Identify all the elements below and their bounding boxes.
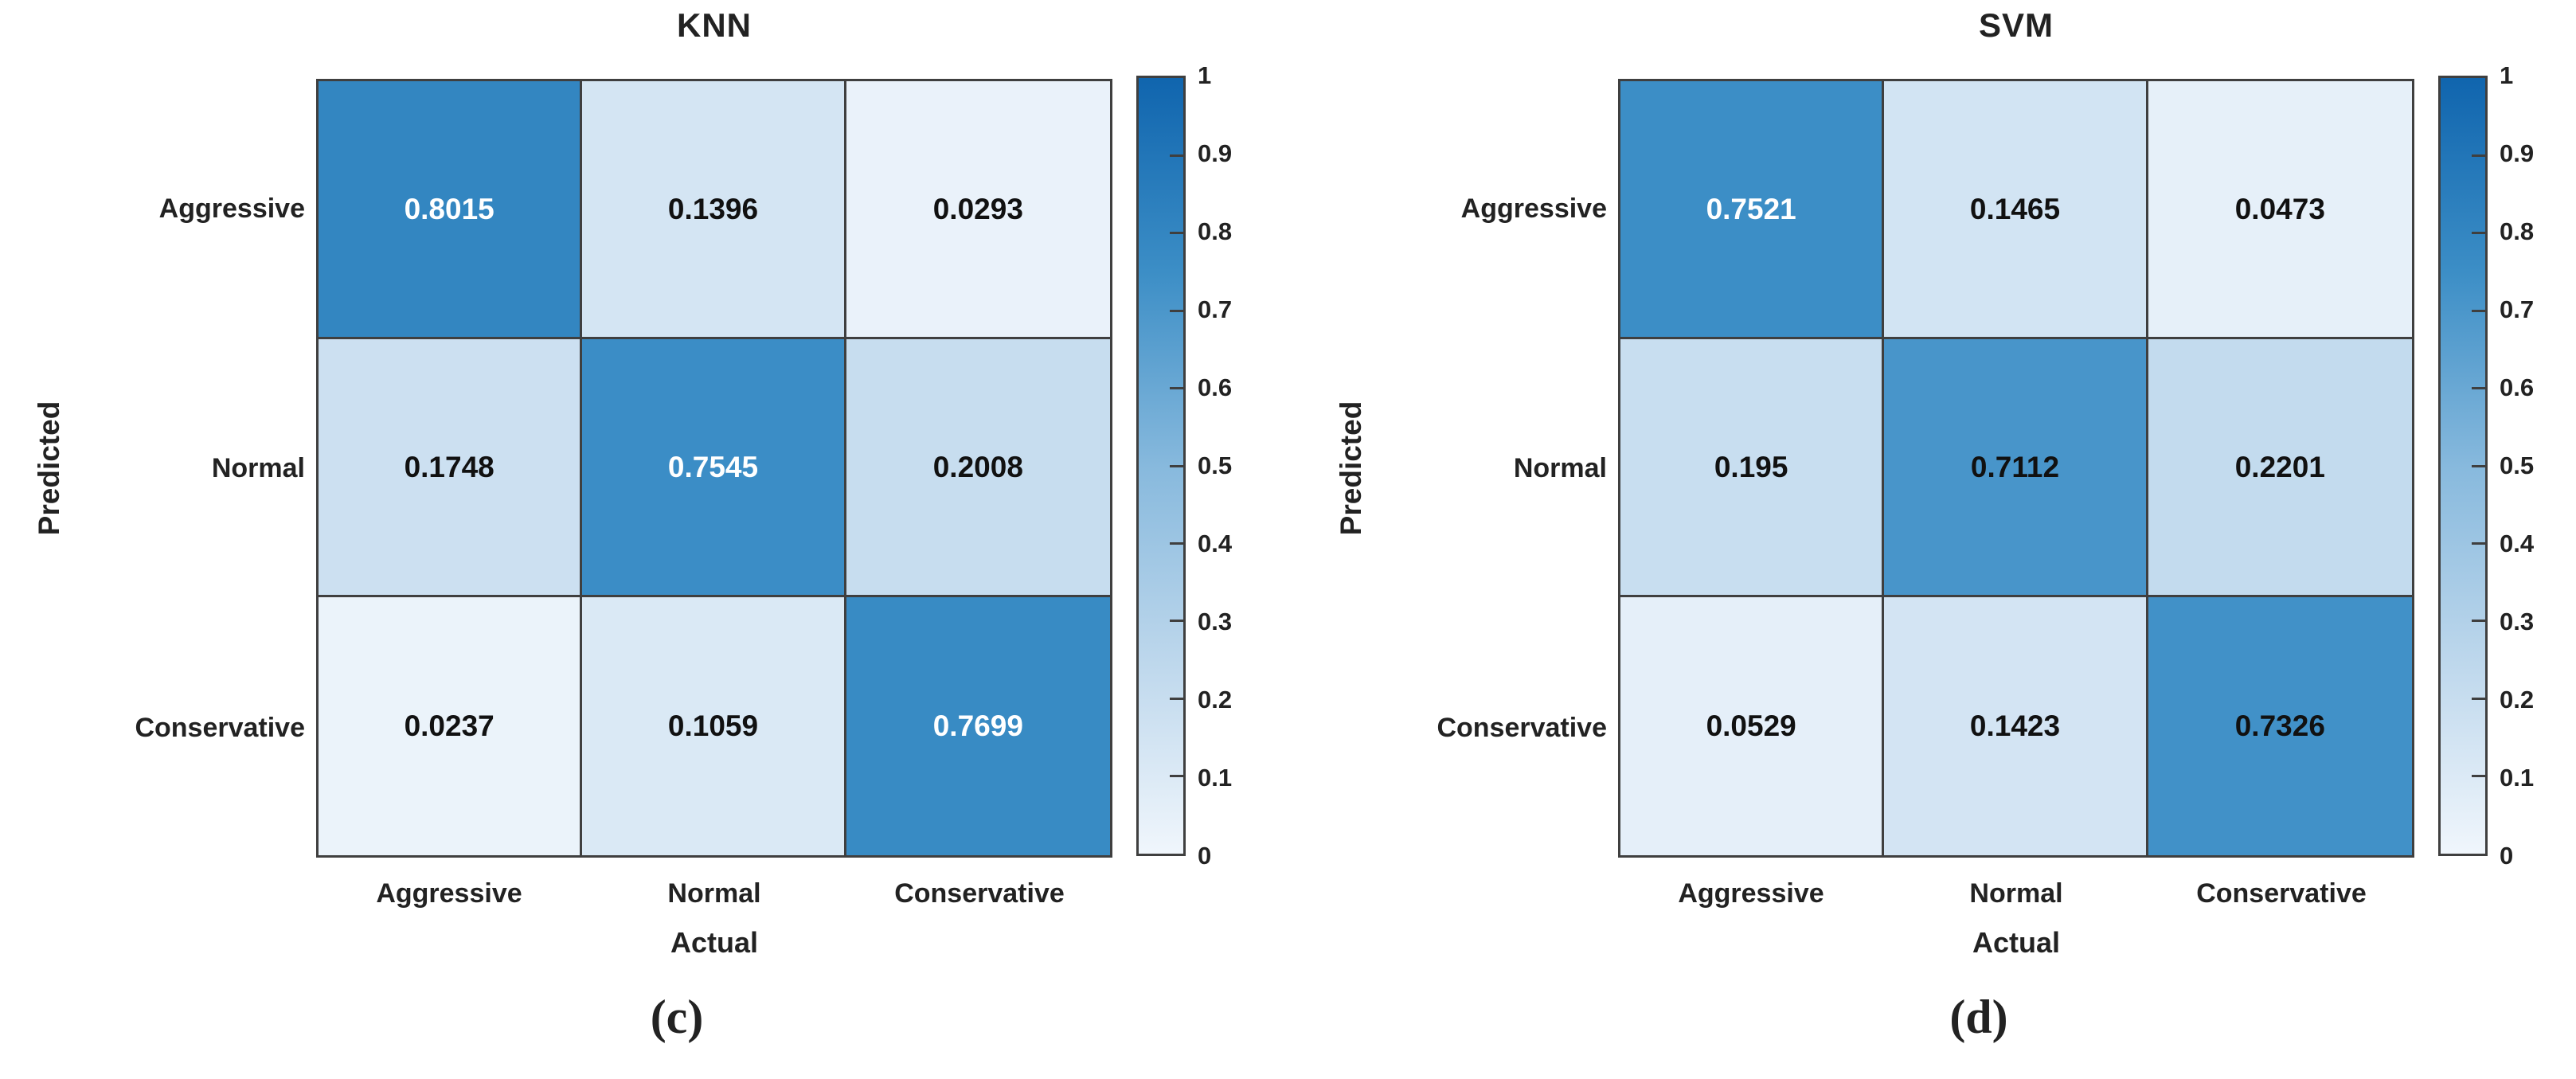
col-label-conservative: Conservative — [2196, 878, 2367, 909]
matrix-cell: 0.7699 — [846, 597, 1110, 855]
confusion-matrix-grid: 0.7521 0.1465 0.0473 0.195 0.7112 0.2201… — [1618, 79, 2414, 858]
colorbar-tick-label: 0.2 — [2500, 686, 2535, 713]
matrix-cell: 0.7112 — [1884, 339, 2148, 597]
colorbar-tick-mark — [1170, 387, 1183, 389]
row-label-normal: Normal — [211, 453, 305, 483]
colorbar-tick-label: 0.5 — [2500, 452, 2535, 479]
colorbar-tick-label: 0 — [2500, 842, 2514, 870]
matrix-cell: 0.0529 — [1620, 597, 1885, 855]
x-axis-label: Actual — [670, 926, 759, 959]
colorbar-tick-label: 0.3 — [1198, 608, 1233, 635]
colorbar-tick-mark — [1170, 775, 1183, 777]
colorbar-tick-label: 0.6 — [1198, 373, 1233, 401]
colorbar-tick-label: 0.8 — [2500, 217, 2535, 245]
colorbar-tick-label: 0.1 — [1198, 764, 1233, 792]
colorbar-tick-mark — [2472, 154, 2485, 157]
colorbar-tick-mark — [2472, 387, 2485, 389]
matrix-cell: 0.1423 — [1884, 597, 2148, 855]
colorbar-tick-label: 1 — [2500, 61, 2514, 89]
colorbar-tick-label: 0.7 — [1198, 295, 1233, 323]
colorbar-tick-label: 0.8 — [1198, 217, 1233, 245]
chart-title: SVM — [1978, 6, 2054, 44]
matrix-cell: 0.7545 — [582, 339, 846, 597]
colorbar-tick-mark — [1170, 310, 1183, 312]
colorbar-tick-mark — [1170, 465, 1183, 467]
knn-chart-panel: KNN Predicted Aggressive Normal Conserva… — [33, 6, 1233, 1043]
col-label-normal: Normal — [1969, 878, 2063, 909]
colorbar-tick-mark — [2472, 620, 2485, 622]
colorbar-tick-label: 0.5 — [1198, 452, 1233, 479]
matrix-cell: 0.7326 — [2148, 597, 2412, 855]
matrix-cell: 0.1465 — [1884, 81, 2148, 339]
colorbar-tick-label: 0.3 — [2500, 608, 2535, 635]
matrix-cell: 0.1059 — [582, 597, 846, 855]
chart-title: KNN — [677, 6, 752, 44]
colorbar-tick-label: 0 — [1198, 842, 1212, 870]
row-label-aggressive: Aggressive — [158, 194, 305, 224]
colorbar-tick-label: 0.7 — [2500, 295, 2535, 323]
row-label-conservative: Conservative — [135, 713, 305, 743]
colorbar-tick-label: 0.1 — [2500, 764, 2535, 792]
colorbar — [1136, 76, 1186, 856]
colorbar-tick-label: 0.9 — [2500, 139, 2535, 167]
colorbar-tick-mark — [1170, 154, 1183, 157]
colorbar — [2438, 76, 2488, 856]
row-label-aggressive: Aggressive — [1460, 194, 1607, 224]
confusion-matrix-grid: 0.8015 0.1396 0.0293 0.1748 0.7545 0.200… — [316, 79, 1112, 858]
colorbar-tick-mark — [1170, 698, 1183, 700]
colorbar-tick-mark — [2472, 232, 2485, 234]
colorbar-tick-label: 0.4 — [2500, 530, 2535, 557]
matrix-cell: 0.7521 — [1620, 81, 1885, 339]
matrix-cell: 0.2201 — [2148, 339, 2412, 597]
matrix-cell: 0.1396 — [582, 81, 846, 339]
colorbar-tick-label: 0.2 — [1198, 686, 1233, 713]
matrix-cell: 0.2008 — [846, 339, 1110, 597]
subfigure-caption: (c) — [650, 991, 704, 1043]
col-label-aggressive: Aggressive — [376, 878, 522, 909]
col-label-aggressive: Aggressive — [1678, 878, 1824, 909]
matrix-cell: 0.0293 — [846, 81, 1110, 339]
col-label-conservative: Conservative — [894, 878, 1065, 909]
matrix-cell: 0.0473 — [2148, 81, 2412, 339]
matrix-cell: 0.0237 — [319, 597, 583, 855]
row-label-normal: Normal — [1513, 453, 1607, 483]
colorbar-tick-label: 0.4 — [1198, 530, 1233, 557]
colorbar-tick-mark — [1170, 232, 1183, 234]
colorbar-tick-mark — [2472, 775, 2485, 777]
colorbar-tick-mark — [2472, 465, 2485, 467]
matrix-cell: 0.1748 — [319, 339, 583, 597]
colorbar-tick-mark — [1170, 620, 1183, 622]
subfigure-caption: (d) — [1949, 991, 2008, 1043]
colorbar-tick-mark — [2472, 542, 2485, 545]
svm-chart-panel: SVM Predicted Aggressive Normal Conserva… — [1302, 0, 2576, 1079]
colorbar-tick-mark — [2472, 698, 2485, 700]
matrix-cell: 0.195 — [1620, 339, 1885, 597]
colorbar-tick-label: 0.6 — [2500, 373, 2535, 401]
colorbar-tick-mark — [1170, 542, 1183, 545]
col-label-normal: Normal — [667, 878, 761, 909]
colorbar-tick-mark — [2472, 310, 2485, 312]
colorbar-tick-label: 0.9 — [1198, 139, 1233, 167]
colorbar-tick-label: 1 — [1198, 61, 1212, 89]
row-label-conservative: Conservative — [1437, 713, 1607, 743]
matrix-cell: 0.8015 — [319, 81, 583, 339]
x-axis-label: Actual — [1972, 926, 2061, 959]
